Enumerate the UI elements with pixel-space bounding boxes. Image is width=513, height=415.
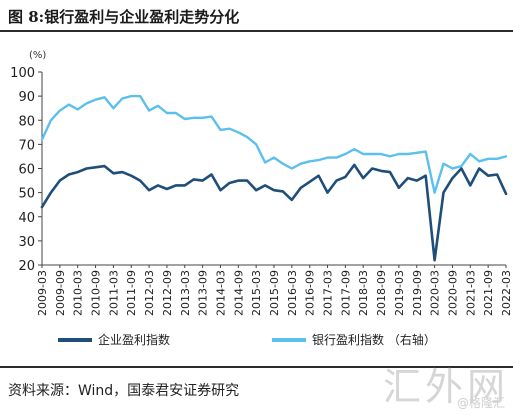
chart-legend: 企业盈利指数 银行盈利指数 （右轴）: [0, 331, 513, 351]
source-divider: [0, 366, 513, 368]
x-tick-label: 2021-09: [482, 270, 495, 316]
series-line-enterprise-profit: [40, 163, 508, 262]
line-chart: 20 30 40 50 60 70 80 90 100 2009-03 2009-09 2010-03…: [10, 66, 513, 316]
x-tick-label: 2012-03: [143, 270, 156, 316]
x-tick-label: 2018-03: [357, 270, 370, 316]
legend-label-bank: 银行盈利指数 （右轴）: [312, 333, 436, 347]
x-tick-label: 2017-03: [322, 270, 335, 316]
legend-swatch-bank: [272, 337, 306, 342]
chart-title: 图 8:银行盈利与企业盈利走势分化: [8, 8, 240, 26]
x-tick-label: 2010-03: [72, 270, 85, 316]
y-tick-label: 90: [18, 90, 35, 105]
x-tick-label: 2015-03: [250, 270, 263, 316]
x-tick-label: 2017-09: [339, 270, 352, 316]
x-tick-label: 2020-09: [446, 270, 459, 316]
x-tick-label: 2015-09: [268, 270, 281, 316]
x-tick-label: 2009-09: [54, 270, 67, 316]
x-tick-label: 2012-09: [161, 270, 174, 316]
x-tick-label: 2014-03: [214, 270, 227, 316]
y-tick-label: 70: [18, 138, 35, 153]
x-tick-label: 2013-09: [197, 270, 210, 316]
x-tick-label: 2009-03: [36, 270, 49, 316]
legend-label-enterprise: 企业盈利指数: [98, 333, 171, 347]
legend-item-enterprise: 企业盈利指数: [58, 331, 170, 348]
x-tick-label: 2013-03: [179, 270, 192, 316]
legend-swatch-enterprise: [58, 337, 92, 342]
y-tick-label: 50: [18, 187, 35, 202]
x-tick-label: 2011-09: [125, 270, 138, 316]
chart-series: [40, 94, 508, 262]
x-tick-label: 2016-03: [286, 270, 299, 316]
y-tick-label: 60: [18, 163, 35, 178]
x-tick-label: 2011-03: [107, 270, 120, 316]
chart-axes: 20 30 40 50 60 70 80 90 100 2009-03 2009-09 2010-03…: [10, 66, 513, 316]
series-line-bank-profit: [40, 94, 508, 194]
x-tick-label: 2021-03: [464, 270, 477, 316]
y-tick-label: 30: [18, 235, 35, 250]
watermark-handle: @格隆汇: [456, 396, 505, 410]
x-tick-label: 2016-09: [304, 270, 317, 316]
title-divider: [0, 30, 513, 32]
source-note: 资料来源：Wind，国泰君安证券研究: [8, 383, 240, 399]
y-tick-label: 80: [18, 114, 35, 129]
x-tick-label: 2019-03: [393, 270, 406, 316]
x-tick-label: 2014-09: [232, 270, 245, 316]
y-tick-label: 20: [18, 259, 35, 274]
x-tick-label: 2018-09: [375, 270, 388, 316]
x-tick-label: 2022-03: [500, 270, 513, 316]
y-axis-unit: (%): [29, 50, 47, 61]
x-tick-label: 2019-09: [411, 270, 424, 316]
y-tick-label: 40: [18, 211, 35, 226]
y-tick-label: 100: [10, 66, 35, 81]
x-tick-label: 2010-09: [90, 270, 103, 316]
watermark-logo: 汇外网: [382, 365, 509, 409]
legend-item-bank: 银行盈利指数 （右轴）: [272, 331, 436, 348]
x-tick-label: 2020-03: [429, 270, 442, 316]
